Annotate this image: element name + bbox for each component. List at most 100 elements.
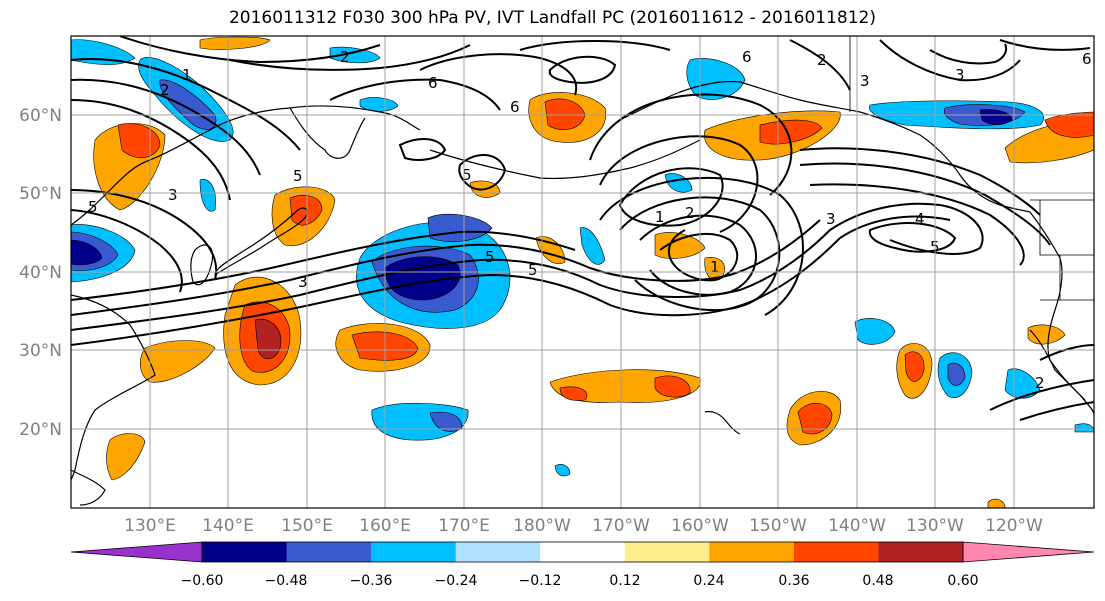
colorbar: −0.60 −0.48 −0.36 −0.24 −0.12 0.12 0.24 … xyxy=(70,541,1095,589)
negative-anomaly-region xyxy=(1074,423,1094,433)
longitude-labels: 130°E 140°E 150°E 160°E 170°E 180°W 170°… xyxy=(124,516,1043,536)
lon-label: 120°W xyxy=(985,516,1043,536)
contour-label: 5 xyxy=(462,166,472,184)
contour-line xyxy=(809,183,1025,266)
positive-anomaly-region xyxy=(987,498,1006,508)
contour-line xyxy=(519,40,671,51)
figure-title: 2016011312 F030 300 hPa PV, IVT Landfall… xyxy=(228,8,876,28)
contour-line xyxy=(799,147,1041,216)
negative-anomaly-region xyxy=(329,46,381,64)
negative-anomaly-region xyxy=(429,411,463,432)
lon-label: 170°E xyxy=(438,516,490,536)
positive-anomaly-region xyxy=(559,386,588,401)
contour-line xyxy=(789,39,851,91)
colorbar-segment xyxy=(286,542,372,562)
contour-line xyxy=(999,39,1091,51)
contour-label: 2 xyxy=(160,81,170,99)
lon-label: 150°E xyxy=(281,516,333,536)
lon-label: 180°W xyxy=(513,516,571,536)
contour-label: 2 xyxy=(340,48,350,66)
negative-anomaly-region xyxy=(199,179,216,212)
contour-label: 6 xyxy=(428,74,438,92)
negative-anomaly-region xyxy=(554,464,571,477)
contour-label: 6 xyxy=(510,98,520,116)
lat-label: 50°N xyxy=(19,184,62,204)
contour-label: 5 xyxy=(88,198,98,216)
colorbar-segment xyxy=(202,542,288,562)
positive-anomaly-region xyxy=(199,36,271,50)
contour-label: 1 xyxy=(710,258,720,276)
lon-label: 150°W xyxy=(749,516,807,536)
positive-anomaly-region xyxy=(254,318,282,360)
lat-label: 60°N xyxy=(19,106,62,126)
contour-line xyxy=(329,78,501,111)
colorbar-tick-label: 0.60 xyxy=(947,573,978,589)
colorbar-segment xyxy=(878,542,964,562)
positive-anomaly-region xyxy=(106,433,146,481)
contour-line xyxy=(71,58,301,151)
colorbar-tick-label: 0.24 xyxy=(693,573,724,589)
state-borders xyxy=(1039,200,1094,300)
colorbar-segment xyxy=(624,542,710,562)
contour-label: 1 xyxy=(655,208,665,226)
colorbar-tick-label: −0.12 xyxy=(519,573,562,589)
contour-line xyxy=(71,219,821,316)
political-borders xyxy=(849,36,1094,301)
mexico-coast xyxy=(1029,329,1086,401)
colorbar-extension-max xyxy=(962,541,1095,563)
contour-label: 6 xyxy=(1082,50,1092,68)
colorbar-tick-labels: −0.60 −0.48 −0.36 −0.24 −0.12 0.12 0.24 … xyxy=(181,573,979,589)
contour-line xyxy=(639,214,757,296)
colorbar-tick-label: 0.12 xyxy=(609,573,640,589)
positive-anomaly-region xyxy=(904,351,925,382)
contour-label: 5 xyxy=(485,248,495,266)
contour-line xyxy=(618,167,724,227)
contour-line xyxy=(548,55,617,84)
contour-line xyxy=(599,135,759,233)
colorbar-tick-label: −0.48 xyxy=(265,573,308,589)
lon-label: 160°E xyxy=(359,516,411,536)
contour-labels: 1 2 3 5 6 5 3 5 5 2 6 6 1 2 3 4 5 3 2 3 … xyxy=(88,48,1092,392)
colorbar-segment xyxy=(540,542,626,562)
contour-line xyxy=(71,215,951,346)
contour-label: 2 xyxy=(685,204,695,222)
positive-anomaly-region xyxy=(140,340,216,383)
contour-label: 6 xyxy=(742,48,752,66)
shaded-pv-anomalies xyxy=(71,36,1094,508)
contour-line xyxy=(879,39,1021,82)
contour-line xyxy=(1039,344,1094,361)
contour-label: 1 xyxy=(182,66,192,84)
contour-line xyxy=(71,189,218,281)
lon-label: 170°W xyxy=(592,516,650,536)
hawaii-islands xyxy=(704,410,741,435)
colorbar-tick-label: 0.36 xyxy=(778,573,809,589)
colorbar-segment xyxy=(371,542,457,562)
coastlines xyxy=(71,80,1094,506)
contour-line xyxy=(398,138,447,161)
positive-anomaly-region xyxy=(797,402,833,435)
contour-line xyxy=(119,36,381,64)
contour-line xyxy=(1019,401,1094,421)
colorbar-segment xyxy=(455,542,541,562)
colorbar-tick-label: −0.24 xyxy=(435,573,478,589)
contour-line xyxy=(71,209,183,293)
kamchatka-coastline xyxy=(289,107,366,159)
lon-label: 130°E xyxy=(124,516,176,536)
latitude-labels: 20°N 30°N 40°N 50°N 60°N xyxy=(19,106,62,440)
graticule xyxy=(71,36,1094,508)
negative-anomaly-region xyxy=(947,362,966,386)
negative-anomaly-region xyxy=(71,239,103,266)
contour-line xyxy=(799,162,1051,246)
asia-coastline xyxy=(71,105,421,226)
japan-coastline xyxy=(214,207,308,277)
colorbar-extension-min xyxy=(70,541,203,563)
positive-anomaly-region xyxy=(759,119,823,145)
contour-line xyxy=(71,230,576,301)
colorbar-frame xyxy=(201,541,964,563)
contour-label: 3 xyxy=(826,210,836,228)
contour-line xyxy=(599,176,804,316)
contour-label: 2 xyxy=(817,51,827,69)
colorbar-segment xyxy=(793,542,879,562)
positive-anomaly-region xyxy=(654,232,706,259)
